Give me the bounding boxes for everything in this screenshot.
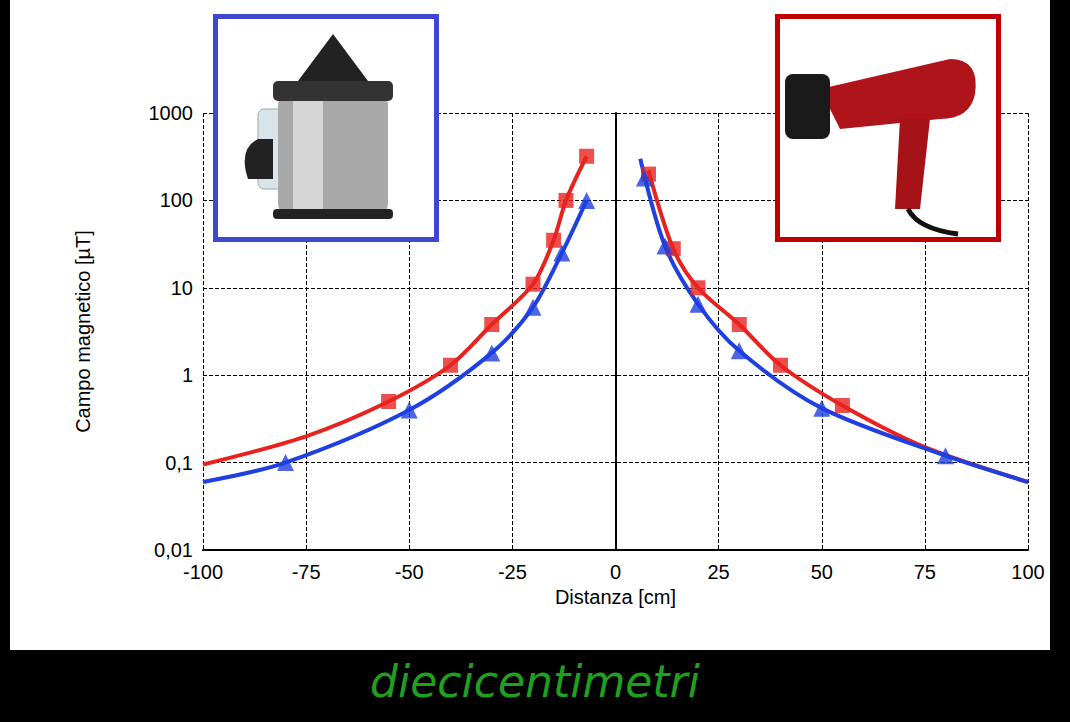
svg-text:-25: -25	[498, 561, 527, 583]
svg-text:-100: -100	[183, 561, 223, 583]
svg-text:1000: 1000	[149, 102, 194, 124]
svg-text:0,01: 0,01	[154, 539, 193, 561]
svg-text:0,1: 0,1	[165, 452, 193, 474]
svg-text:50: 50	[811, 561, 833, 583]
svg-text:-50: -50	[395, 561, 424, 583]
html-text:diecicentimetri: diecicentimetri	[370, 656, 700, 707]
svg-text:25: 25	[708, 561, 730, 583]
svg-text:1: 1	[182, 364, 193, 386]
svg-text:0: 0	[610, 561, 621, 583]
svg-text:Distanza [cm]: Distanza [cm]	[555, 586, 676, 608]
svg-text:-75: -75	[292, 561, 321, 583]
svg-text:100: 100	[1011, 561, 1044, 583]
svg-text:100: 100	[160, 189, 193, 211]
svg-text:Campo magnetico [µT]: Campo magnetico [µT]	[72, 230, 94, 433]
svg-text:75: 75	[914, 561, 936, 583]
svg-text:10: 10	[171, 277, 193, 299]
